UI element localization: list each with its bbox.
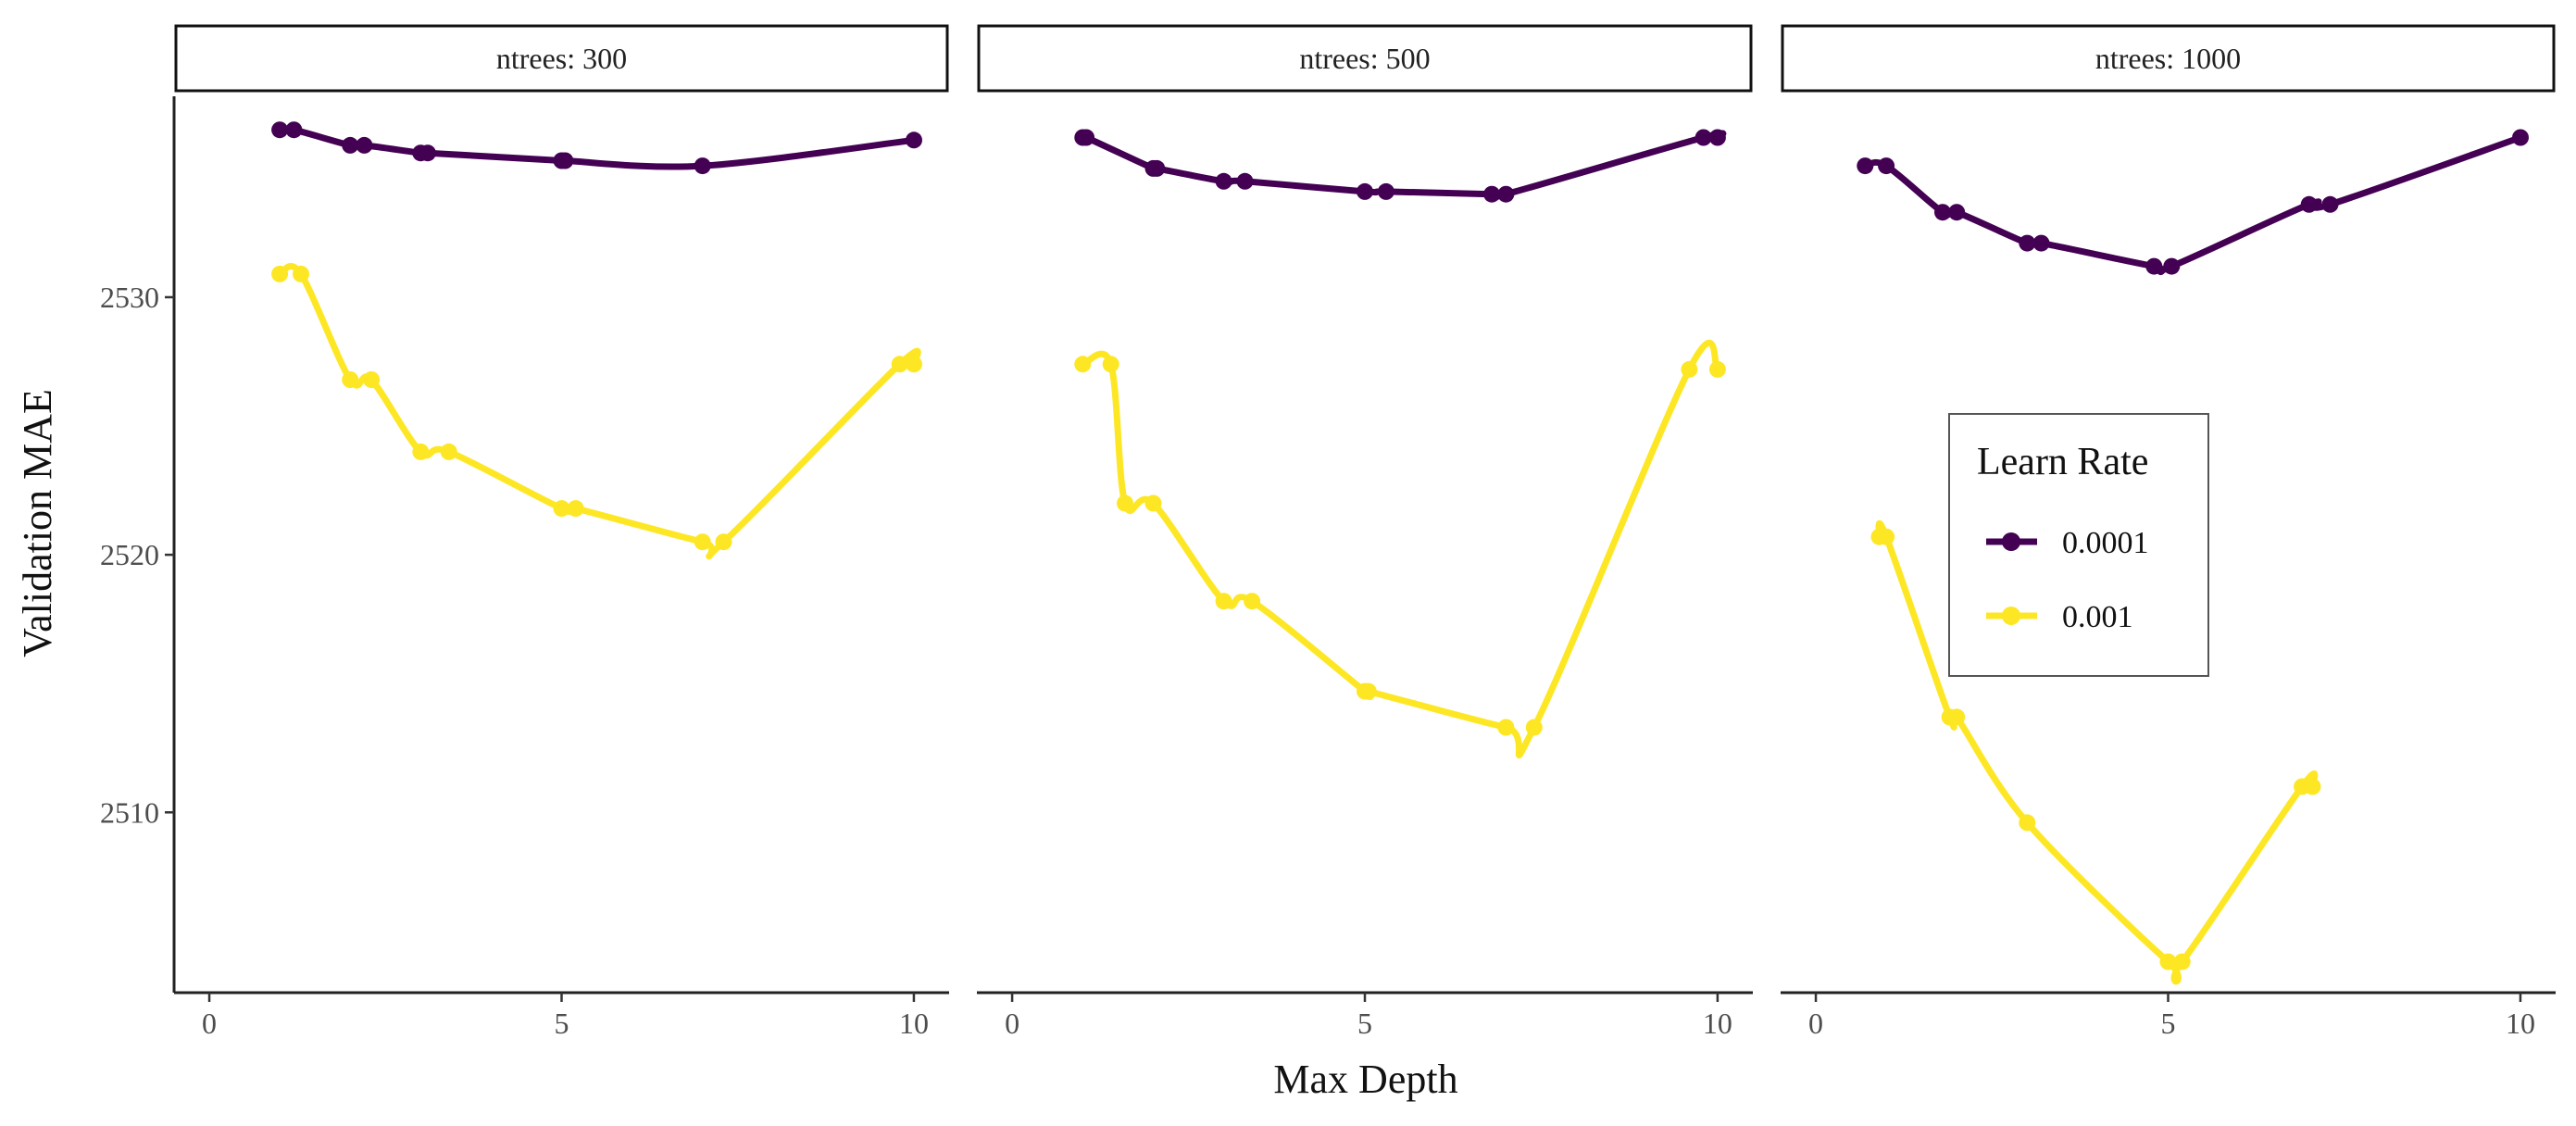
data-point (1497, 185, 1515, 203)
data-point (1857, 157, 1874, 175)
y-axis-title: Validation MAE (15, 389, 60, 657)
x-tick-label: 10 (2506, 1007, 2535, 1040)
data-point (2304, 778, 2321, 795)
data-point (1215, 593, 1232, 610)
series-line (276, 125, 918, 170)
legend-key-point (2002, 532, 2020, 551)
data-point (1117, 494, 1133, 512)
data-point (2159, 953, 2177, 970)
facet-strip (1781, 24, 2556, 93)
data-point (2032, 234, 2050, 252)
data-point (1948, 204, 1966, 221)
data-point (567, 500, 584, 518)
data-point (2300, 195, 2318, 213)
data-point (1948, 708, 1966, 726)
data-point (1878, 157, 1895, 175)
data-point (1694, 129, 1712, 146)
data-point (1074, 356, 1092, 373)
y-tick-label: 2510 (100, 795, 159, 829)
data-point (694, 157, 711, 175)
data-point (1681, 360, 1698, 378)
data-point (342, 371, 359, 388)
series-line (1861, 134, 2524, 276)
data-point (2321, 195, 2339, 213)
data-point (342, 136, 359, 154)
facet-label: ntrees: 1000 (2095, 42, 2241, 75)
x-tick-label: 5 (555, 1007, 569, 1040)
data-point (1244, 593, 1261, 610)
data-point (1377, 182, 1394, 200)
data-point (1878, 528, 1895, 545)
data-point (1148, 159, 1166, 177)
data-point (285, 121, 303, 139)
data-point (2512, 129, 2529, 146)
x-axis-title: Max Depth (1273, 1057, 1457, 1102)
data-point (1359, 682, 1377, 700)
data-point (2019, 814, 2036, 832)
data-point (1483, 185, 1501, 203)
data-point (2019, 234, 2036, 252)
data-point (1144, 494, 1162, 512)
series-line (1079, 339, 1721, 759)
series-line (1076, 130, 1727, 202)
x-tick-label: 5 (2161, 1007, 2176, 1040)
data-point (356, 136, 373, 154)
data-point (1102, 356, 1119, 373)
data-point (553, 500, 570, 518)
legend-label: 0.001 (2062, 600, 2133, 634)
facet-strip (977, 24, 1753, 93)
data-point (906, 356, 922, 373)
facet-panel (1074, 129, 1727, 759)
data-point (271, 121, 289, 139)
data-point (694, 533, 711, 551)
x-tick-label: 10 (1703, 1007, 1732, 1040)
axes: 2510 2520 2530 0 5 10 0 5 10 0 5 10 (100, 96, 2556, 1040)
series-line (1875, 519, 2319, 985)
data-point (891, 356, 908, 373)
legend-title: Learn Rate (1977, 441, 2148, 483)
data-point (440, 443, 457, 460)
data-point (1215, 172, 1232, 190)
legend-key-point (2002, 607, 2020, 625)
data-point (2145, 257, 2163, 275)
legend: Learn Rate 0.0001 0.001 (1948, 413, 2209, 677)
data-point (1078, 129, 1095, 146)
legend-label: 0.0001 (2062, 526, 2149, 560)
data-point (1525, 719, 1543, 736)
facet-panel (1857, 129, 2529, 985)
facet-panel (271, 121, 922, 560)
data-point (293, 265, 309, 282)
data-point (1497, 719, 1515, 736)
facet-label: ntrees: 300 (496, 42, 627, 75)
data-point (419, 144, 436, 162)
data-point (556, 152, 574, 169)
series-line (276, 263, 921, 560)
data-point (1934, 204, 1951, 221)
data-point (1708, 360, 1726, 378)
data-point (1236, 172, 1254, 190)
data-point (412, 443, 430, 460)
data-point (2173, 953, 2191, 970)
facet-strips: ntrees: 300 ntrees: 500 ntrees: 1000 (174, 24, 2556, 93)
facet-label: ntrees: 500 (1299, 42, 1430, 75)
x-tick-label: 0 (1005, 1007, 1019, 1040)
x-tick-label: 0 (1808, 1007, 1823, 1040)
data-point (2163, 257, 2181, 275)
data-point (1708, 129, 1726, 146)
data-point (1357, 182, 1373, 200)
x-tick-label: 5 (1357, 1007, 1372, 1040)
y-tick-label: 2520 (100, 538, 159, 571)
data-point (715, 533, 732, 551)
data-point (906, 131, 922, 149)
panels (271, 121, 2529, 985)
data-point (271, 265, 289, 282)
x-tick-label: 10 (899, 1007, 929, 1040)
y-tick-label: 2530 (100, 281, 159, 314)
facet-strip (174, 24, 949, 93)
x-tick-label: 0 (202, 1007, 217, 1040)
data-point (363, 371, 381, 388)
